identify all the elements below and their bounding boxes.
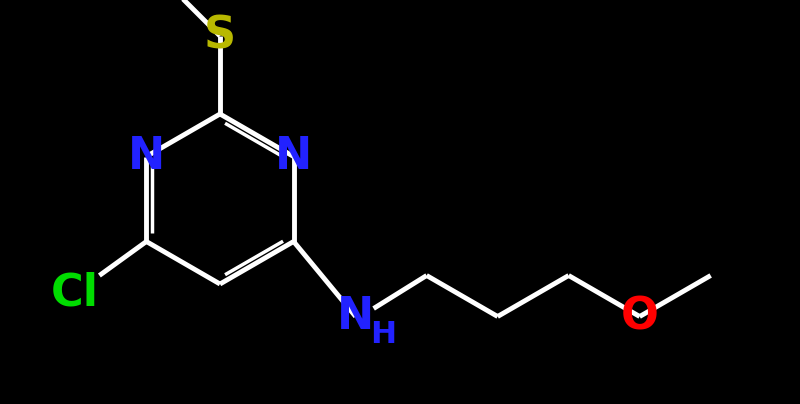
Text: S: S [204, 15, 236, 57]
Text: H: H [370, 320, 397, 349]
Text: O: O [621, 295, 658, 338]
Text: Cl: Cl [50, 272, 98, 315]
Text: N: N [337, 295, 374, 338]
Text: N: N [128, 135, 165, 178]
Text: N: N [275, 135, 312, 178]
